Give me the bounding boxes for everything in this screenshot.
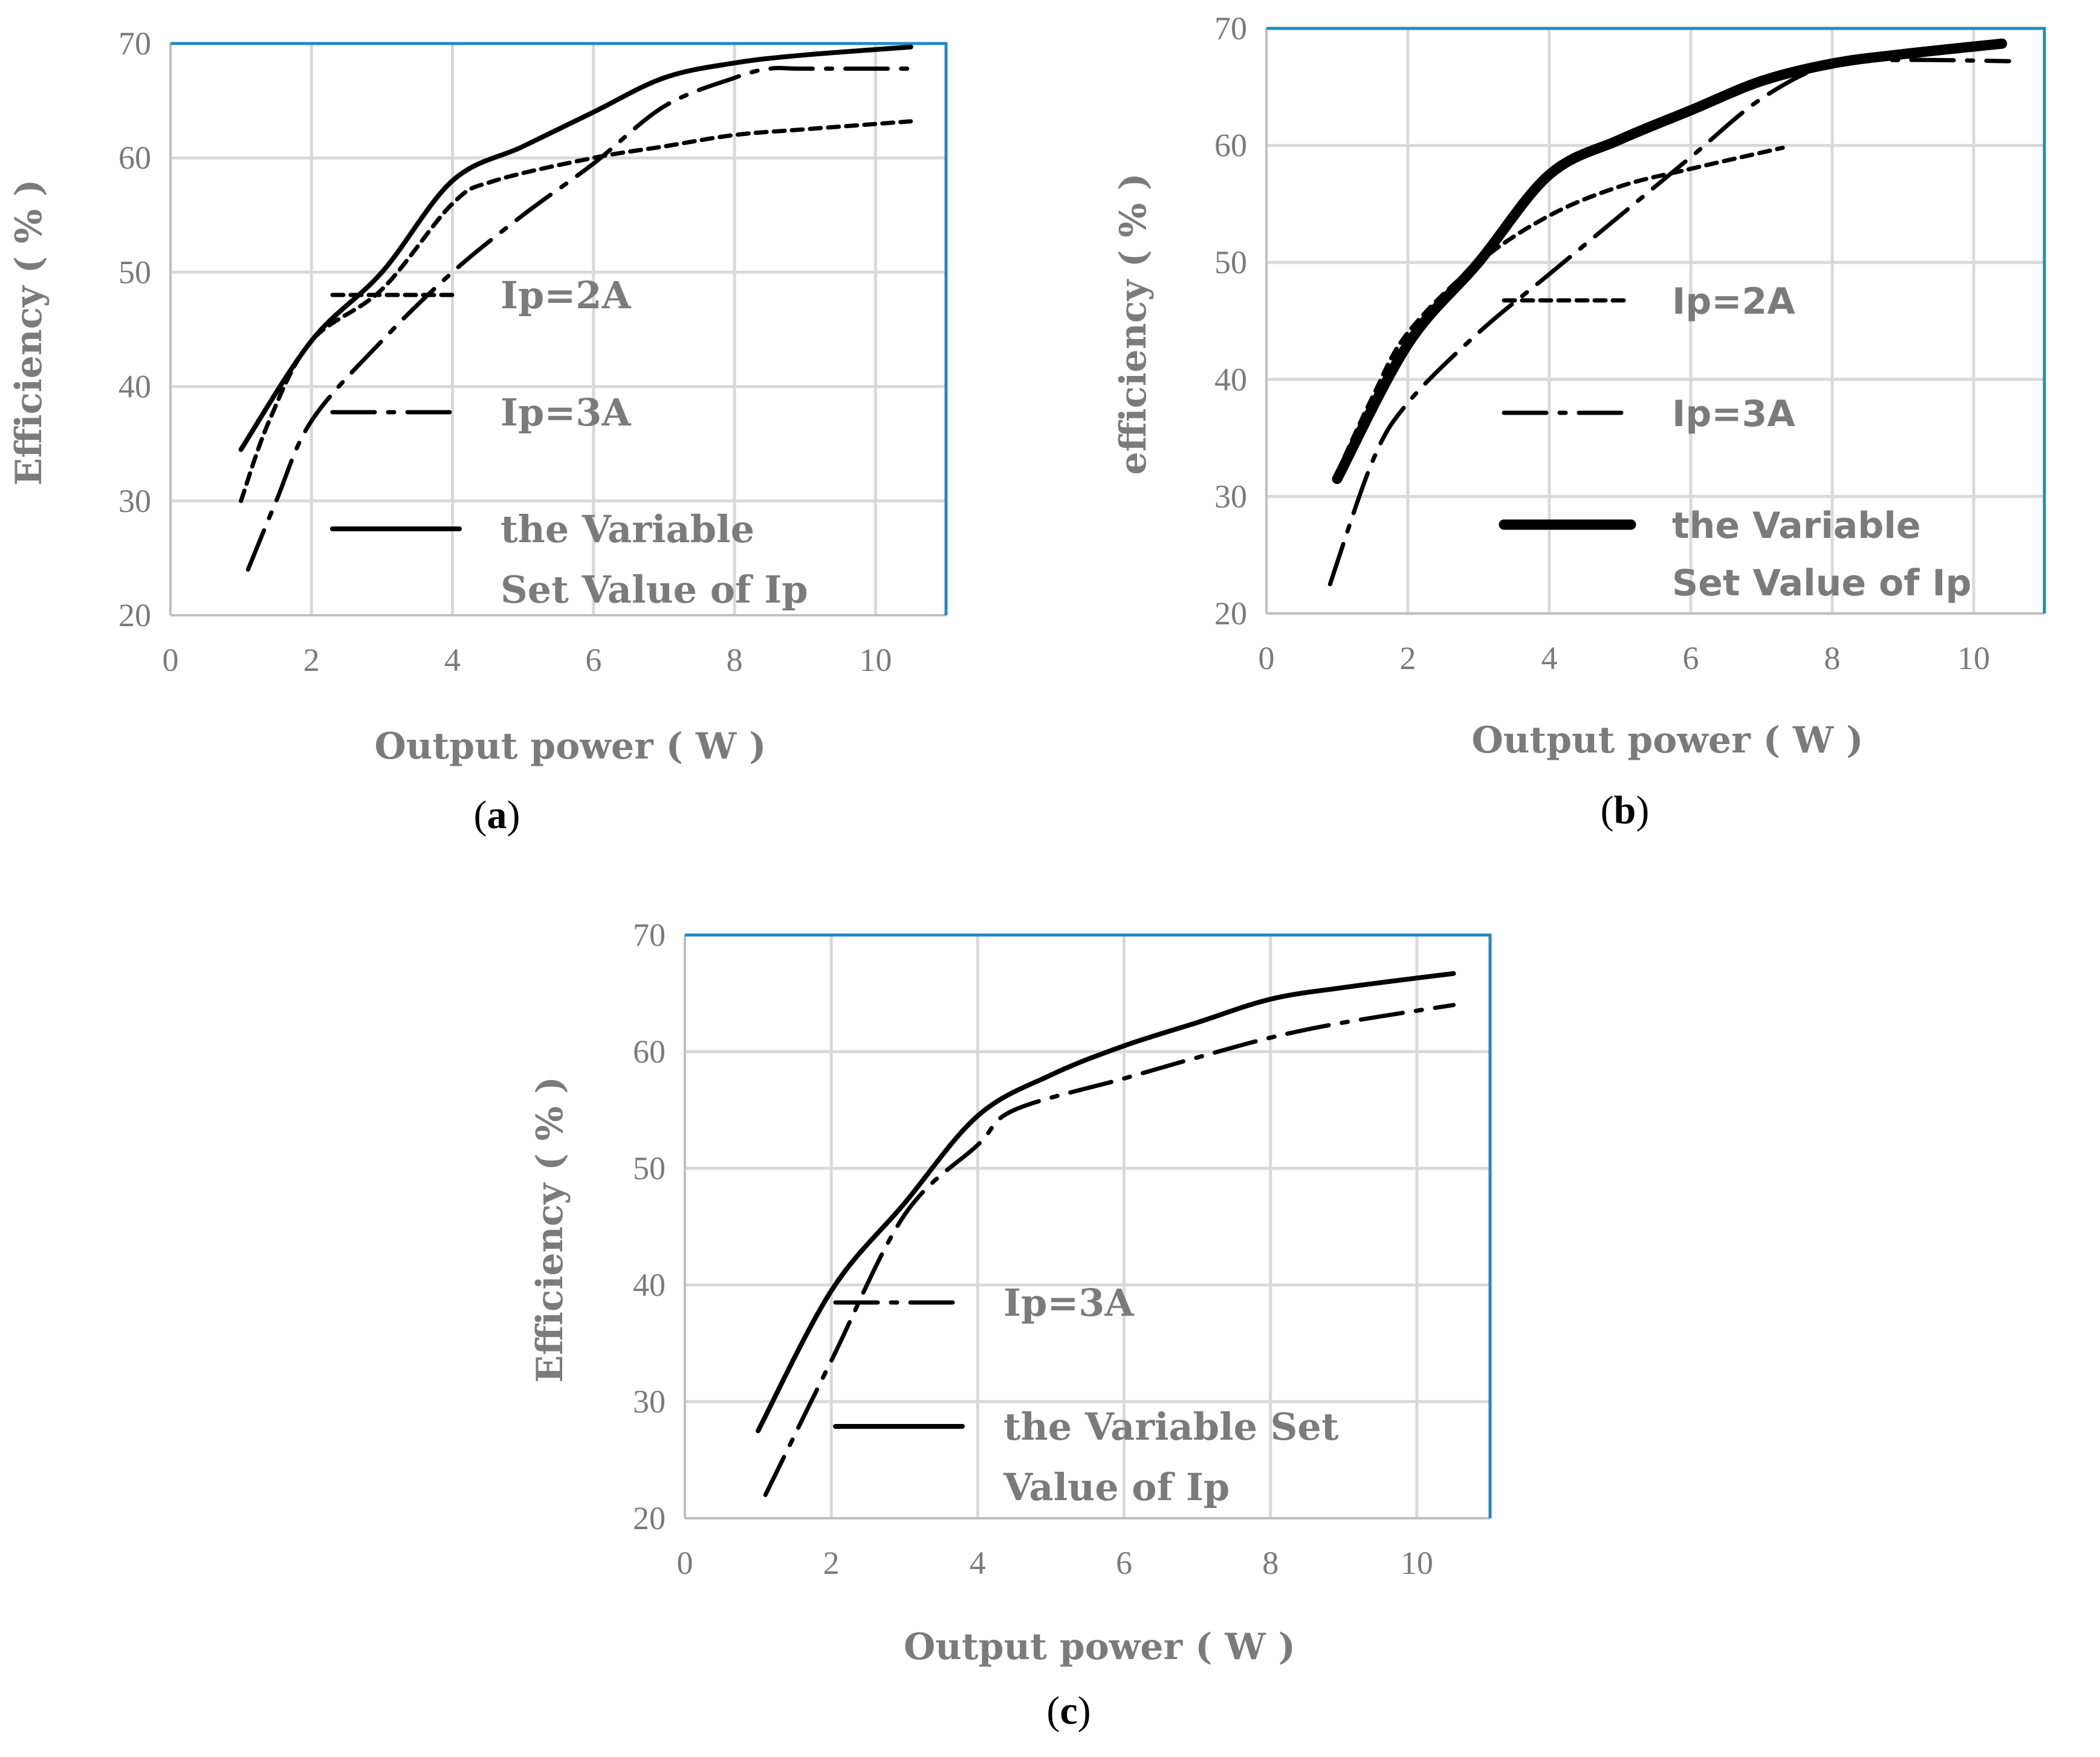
series-line-3 (238, 44, 913, 452)
legend-label: Value of Ip (1003, 1465, 1230, 1509)
y-tick-label: 40 (1214, 361, 1247, 398)
x-axis-title: Output power ( W ) (904, 1626, 1295, 1668)
y-tick-label: 60 (1214, 128, 1247, 164)
x-tick-label: 2 (823, 1545, 840, 1581)
x-tick-label: 4 (1541, 640, 1558, 676)
legend-label: Ip=2A (501, 273, 631, 317)
x-tick-label: 8 (1262, 1545, 1278, 1581)
y-tick-label: 60 (118, 140, 151, 176)
y-tick-label: 70 (118, 25, 151, 62)
x-tick-label: 4 (444, 642, 461, 678)
y-axis-title: Efficiency ( % ) (8, 180, 50, 486)
x-tick-label: 4 (970, 1545, 986, 1581)
y-tick-label: 30 (118, 483, 151, 519)
legend-label: the Variable Set (1003, 1405, 1339, 1449)
series-line-2 (245, 66, 913, 572)
x-tick-label: 6 (1116, 1545, 1132, 1581)
legend-label: Ip=3A (501, 390, 631, 435)
y-tick-label: 60 (633, 1034, 666, 1070)
legend-label: Ip=3A (1672, 393, 1795, 435)
x-tick-label: 10 (859, 642, 892, 678)
x-tick-label: 10 (1401, 1545, 1433, 1581)
x-tick-label: 6 (585, 642, 601, 678)
y-tick-label: 50 (118, 254, 151, 290)
legend-label: Set Value of Ip (1672, 562, 1971, 604)
chart-a: 0 2 4 6 8 10 20 30 40 50 60 70 Output power ( W ) Eff… (8, 25, 948, 837)
y-tick-label: 70 (633, 917, 666, 953)
panel-caption: (a) (474, 793, 520, 837)
x-axis-title: Output power ( W ) (1471, 719, 1863, 762)
series-line-2 (756, 971, 1456, 1434)
plot-frame (1266, 27, 2046, 613)
legend-label: the Variable (501, 507, 754, 551)
y-tick-label: 50 (633, 1150, 666, 1186)
x-tick-label: 10 (1957, 640, 1990, 676)
chart-b: 0 2 4 6 8 10 20 30 40 50 60 70 Output power ( W ) eff… (1112, 10, 2046, 832)
x-tick-label: 0 (163, 642, 179, 678)
legend-label: Ip=2A (1672, 280, 1795, 323)
y-tick-label: 30 (1214, 478, 1247, 514)
y-axis-title: efficiency ( % ) (1112, 173, 1155, 474)
legend-label: Set Value of Ip (501, 568, 808, 612)
legend-label: Ip=3A (1003, 1281, 1134, 1325)
y-tick-label: 30 (633, 1383, 666, 1420)
y-tick-label: 40 (118, 369, 151, 405)
y-tick-label: 40 (633, 1267, 666, 1303)
x-tick-label: 0 (1259, 640, 1275, 676)
y-axis-title: Efficiency ( % ) (529, 1076, 571, 1383)
y-tick-label: 20 (118, 597, 151, 633)
panel-caption: (b) (1601, 788, 1650, 832)
series-line-1 (1335, 146, 1785, 476)
x-tick-label: 6 (1683, 640, 1699, 676)
plot-frame (170, 42, 948, 615)
x-tick-label: 8 (727, 642, 743, 678)
x-tick-label: 2 (1400, 640, 1416, 676)
y-tick-label: 70 (1214, 10, 1247, 47)
panel-caption: (c) (1046, 1689, 1091, 1733)
y-tick-label: 20 (1214, 595, 1247, 632)
x-tick-label: 2 (303, 642, 320, 678)
series-line-1 (763, 1003, 1456, 1497)
chart-c: 0 2 4 6 8 10 20 30 40 50 60 70 Output power ( W ) Eff… (529, 917, 1492, 1733)
x-tick-label: 8 (1824, 640, 1841, 676)
series-line-3 (1332, 38, 2008, 484)
x-axis-title: Output power ( W ) (374, 725, 766, 768)
plot-frame (685, 933, 1492, 1518)
y-tick-label: 20 (633, 1500, 666, 1536)
legend-label: the Variable (1672, 505, 1920, 547)
x-tick-label: 0 (677, 1545, 693, 1581)
y-tick-label: 50 (1214, 244, 1247, 280)
